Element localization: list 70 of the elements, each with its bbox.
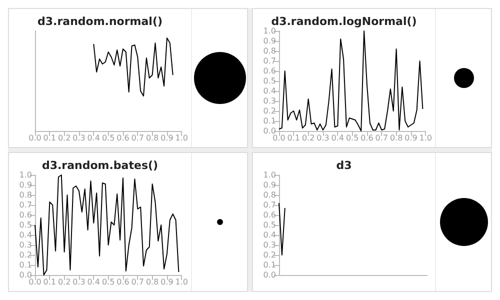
y-tick-label: 0.8 [263,46,276,56]
x-tick-label: 0.4 [87,134,100,142]
x-tick-label: 0.8 [146,134,159,142]
y-tick-label: 0.6 [263,210,276,220]
y-tick-label: 0.5 [263,76,276,86]
y-tick-label: 0.3 [263,96,276,106]
y-tick-label: 0.9 [19,180,32,190]
x-tick-label: 0.8 [390,134,403,142]
y-tick-label: 0.2 [19,250,32,260]
chart-title: d3.random.bates() [42,159,158,172]
x-tick-label: 0.3 [316,134,330,142]
x-tick-label: 0.5 [102,278,115,286]
y-tick-label: 0.7 [263,200,276,210]
y-tick-label: 0.4 [263,86,276,96]
y-tick-label: 0.8 [263,190,276,200]
y-tick-label: 0.9 [263,180,276,190]
x-tick-label: 0.7 [131,134,144,142]
x-tick-label: 0.9 [404,134,418,142]
x-tick-label: 0.4 [87,278,100,286]
x-tick-label: 0.5 [346,134,359,142]
x-tick-label: 1.0 [175,134,188,142]
x-tick-label: 0.8 [146,278,159,286]
x-tick-label: 0.0 [28,278,42,286]
x-tick-label: 1.0 [175,278,188,286]
x-tick-label: 0.6 [116,278,130,286]
x-tick-label: 0.7 [131,278,144,286]
x-tick-label: 0.3 [72,278,86,286]
x-tick-label: 0.1 [43,134,56,142]
y-tick-label: 0.6 [19,210,32,220]
y-tick-label: 0.6 [263,66,276,76]
y-tick-label: 0.2 [263,106,276,116]
y-tick-label: 1.0 [263,170,276,180]
y-tick-label: 1.0 [19,170,32,180]
x-tick-label: 0.5 [102,134,115,142]
y-tick-label: 0.0 [263,126,276,136]
x-tick-label: 0.9 [160,134,174,142]
x-tick-label: 1.0 [419,134,432,142]
y-tick-label: 1.0 [263,26,276,36]
x-tick-label: 0.4 [331,134,344,142]
y-tick-label: 0.3 [19,240,32,250]
x-tick-label: 0.0 [272,134,286,142]
y-tick-label: 0.7 [19,200,32,210]
x-tick-label: 0.1 [43,278,56,286]
x-tick-label: 0.2 [58,278,71,286]
y-tick-label: 0.9 [263,36,276,46]
y-tick-label: 0.0 [263,270,276,280]
y-tick-label: 0.1 [263,116,276,126]
y-tick-label: 0.0 [19,270,32,280]
x-tick-label: 0.9 [160,278,174,286]
x-tick-label: 0.6 [116,134,130,142]
y-tick-label: 0.4 [263,230,276,240]
x-tick-label: 0.6 [360,134,374,142]
chart-title: d3 [336,159,352,172]
y-tick-label: 0.3 [263,240,276,250]
y-tick-label: 0.5 [19,220,32,230]
x-tick-label: 0.3 [72,134,86,142]
y-tick-label: 0.2 [263,250,276,260]
chart-title: d3.random.normal() [38,15,162,28]
y-tick-label: 0.1 [19,260,32,270]
x-tick-label: 0.2 [58,134,71,142]
y-tick-label: 0.7 [263,56,276,66]
x-tick-label: 0.2 [302,134,315,142]
chart-title: d3.random.logNormal() [271,15,417,28]
x-tick-label: 0.7 [375,134,388,142]
x-tick-label: 0.1 [287,134,300,142]
y-tick-label: 0.1 [263,260,276,270]
y-tick-label: 0.5 [263,220,276,230]
y-tick-label: 0.8 [19,190,32,200]
x-tick-label: 0.0 [28,134,42,142]
y-tick-label: 0.4 [19,230,32,240]
